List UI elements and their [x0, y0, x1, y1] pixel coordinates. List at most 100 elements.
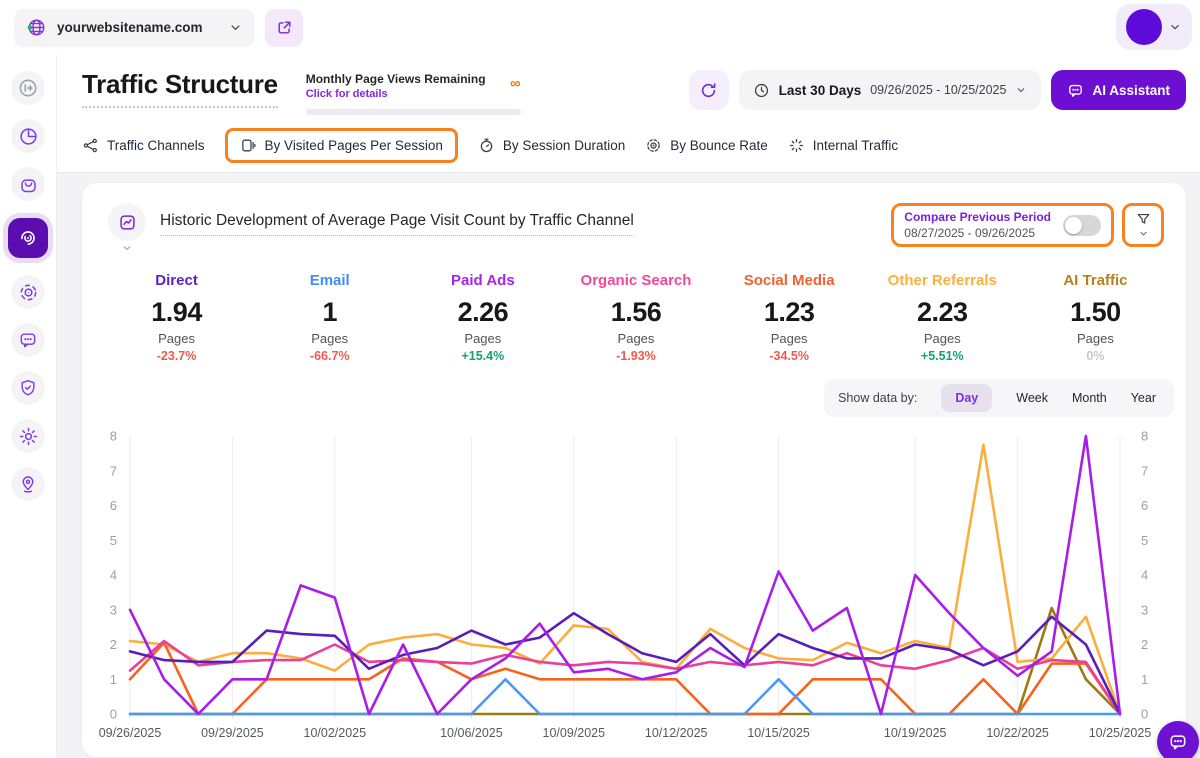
x-axis-label: 10/06/2025	[440, 726, 503, 740]
tab-by-session-duration[interactable]: By Session Duration	[478, 128, 625, 163]
channel-stat-email[interactable]: Email 1 Pages -66.7%	[253, 272, 406, 363]
y-axis-label-left: 6	[110, 498, 117, 513]
date-range-picker[interactable]: Last 30 Days 09/26/2025 - 10/25/2025	[738, 70, 1042, 110]
burst-icon	[788, 137, 805, 154]
shopping-bag-icon	[18, 174, 39, 195]
sidebar-item-security[interactable]	[11, 371, 45, 405]
y-axis-label-left: 7	[110, 463, 117, 478]
sidebar-nav	[0, 55, 57, 758]
sidebar-item-messages[interactable]	[11, 323, 45, 357]
channel-name: Other Referrals	[887, 272, 997, 289]
chevron-down-icon	[228, 20, 243, 35]
x-axis-label: 10/15/2025	[747, 726, 810, 740]
tab-internal-traffic[interactable]: Internal Traffic	[788, 128, 898, 163]
sidebar-item-traffic[interactable]	[8, 218, 48, 258]
target-icon	[645, 137, 662, 154]
ai-assistant-button[interactable]: AI Assistant	[1051, 70, 1186, 110]
channel-stat-paid-ads[interactable]: Paid Ads 2.26 Pages +15.4%	[406, 272, 559, 363]
x-axis-label: 10/19/2025	[884, 726, 947, 740]
y-axis-label-left: 5	[110, 533, 117, 548]
channel-change: -66.7%	[309, 349, 350, 363]
line-chart-canvas[interactable]: 0 0 1 1 2 2 3 3 4 4 5 5 6 6 7 7 8 8 09/26/2025 09/29/2025 10…	[96, 423, 1172, 745]
channel-unit: Pages	[158, 331, 195, 346]
channel-value: 1.50	[1070, 297, 1121, 327]
sidebar-item-focus[interactable]	[11, 275, 45, 309]
series-other-referrals[interactable]	[128, 443, 1122, 716]
y-axis-label-right: 2	[1141, 637, 1148, 652]
tab-traffic-channels[interactable]: Traffic Channels	[82, 128, 205, 163]
chart-card: Historic Development of Average Page Vis…	[82, 183, 1186, 757]
channel-unit: Pages	[464, 331, 502, 346]
chat-bubble-icon	[1168, 732, 1188, 752]
refresh-button[interactable]	[688, 70, 729, 110]
stopwatch-icon	[478, 137, 495, 154]
show-data-by-control: Show data by: Day Week Month Year	[824, 379, 1174, 417]
website-name: yourwebsitename.com	[57, 20, 203, 35]
user-menu[interactable]	[1116, 4, 1192, 50]
y-axis-label-right: 3	[1141, 602, 1148, 617]
compare-toggle[interactable]	[1063, 214, 1101, 236]
filter-button[interactable]	[1122, 203, 1164, 247]
x-axis-label: 10/02/2025	[304, 726, 367, 740]
compare-range: 08/27/2025 - 09/26/2025	[904, 226, 1036, 240]
show-by-option-month[interactable]: Month	[1071, 391, 1107, 405]
compare-previous-period-control: Compare Previous Period 08/27/2025 - 09/…	[891, 203, 1114, 247]
open-website-button[interactable]	[265, 8, 303, 47]
gear-icon	[18, 426, 39, 447]
y-axis-label-left: 1	[110, 672, 117, 687]
date-range-value: 09/26/2025 - 10/25/2025	[870, 83, 1007, 97]
chart-type-selector[interactable]	[108, 203, 146, 241]
shield-check-icon	[18, 378, 38, 398]
y-axis-label-right: 5	[1141, 533, 1148, 548]
chat-bubble-icon	[1067, 82, 1084, 99]
monthly-pageviews-widget: Monthly Page Views Remaining Click for d…	[305, 70, 521, 115]
refresh-icon	[699, 81, 718, 100]
ai-assistant-label: AI Assistant	[1092, 82, 1170, 98]
location-pin-icon	[18, 474, 38, 494]
channel-stat-ai-traffic[interactable]: AI Traffic 1.50 Pages 0%	[1019, 272, 1172, 363]
channel-change: 0%	[1086, 349, 1105, 363]
channel-stat-organic-search[interactable]: Organic Search 1.56 Pages -1.93%	[559, 272, 712, 363]
channel-unit: Pages	[770, 331, 808, 346]
sidebar-item-orders[interactable]	[11, 167, 45, 201]
channel-stat-direct[interactable]: Direct 1.94 Pages -23.7%	[100, 272, 253, 363]
show-by-option-week[interactable]: Week	[1016, 391, 1048, 405]
series-organic-search[interactable]	[128, 639, 1122, 716]
show-by-option-day[interactable]: Day	[941, 384, 993, 412]
main-content: Traffic Structure Monthly Page Views Rem…	[57, 55, 1200, 758]
sidebar-item-expand[interactable]	[11, 71, 45, 105]
tab-by-visited-pages-per-session[interactable]: By Visited Pages Per Session	[224, 128, 458, 163]
sidebar-item-locations[interactable]	[11, 467, 45, 501]
show-by-option-year[interactable]: Year	[1130, 391, 1156, 405]
top-bar: yourwebsitename.com	[0, 0, 1200, 56]
y-axis-label-left: 2	[110, 637, 117, 652]
x-axis-label: 09/26/2025	[99, 726, 162, 740]
y-axis-label-left: 4	[110, 568, 117, 583]
channel-unit: Pages	[617, 331, 655, 346]
series-email[interactable]	[128, 677, 1122, 716]
y-axis-label-right: 7	[1141, 463, 1148, 478]
channel-value: 1	[322, 297, 337, 327]
tab-label: Internal Traffic	[812, 138, 899, 153]
monthly-pageviews-progressbar	[305, 109, 521, 115]
channel-value: 1.94	[151, 297, 202, 327]
series-social-media[interactable]	[128, 641, 1122, 716]
support-chat-button[interactable]	[1157, 721, 1199, 758]
series-paid-ads[interactable]	[128, 434, 1122, 716]
x-axis-label: 10/25/2025	[1089, 726, 1152, 740]
tab-by-bounce-rate[interactable]: By Bounce Rate	[645, 128, 768, 163]
channel-unit: Pages	[1076, 331, 1114, 346]
channel-stat-other-referrals[interactable]: Other Referrals 2.23 Pages +5.51%	[866, 272, 1019, 363]
channel-stat-social-media[interactable]: Social Media 1.23 Pages -34.5%	[713, 272, 866, 363]
sidebar-item-analytics[interactable]	[11, 119, 45, 153]
x-axis-label: 09/29/2025	[201, 726, 264, 740]
series-direct[interactable]	[128, 611, 1122, 716]
channel-name: AI Traffic	[1063, 272, 1128, 289]
monthly-pageviews-details-link[interactable]: Click for details	[305, 88, 388, 100]
line-chart-icon	[118, 213, 137, 232]
traffic-chart[interactable]: 0 0 1 1 2 2 3 3 4 4 5 5 6 6 7 7 8 8 09/26/2025 09/29/2025 10…	[96, 423, 1186, 745]
website-selector[interactable]: yourwebsitename.com	[14, 8, 255, 47]
spiral-icon	[17, 227, 39, 249]
sidebar-item-settings[interactable]	[11, 419, 45, 453]
